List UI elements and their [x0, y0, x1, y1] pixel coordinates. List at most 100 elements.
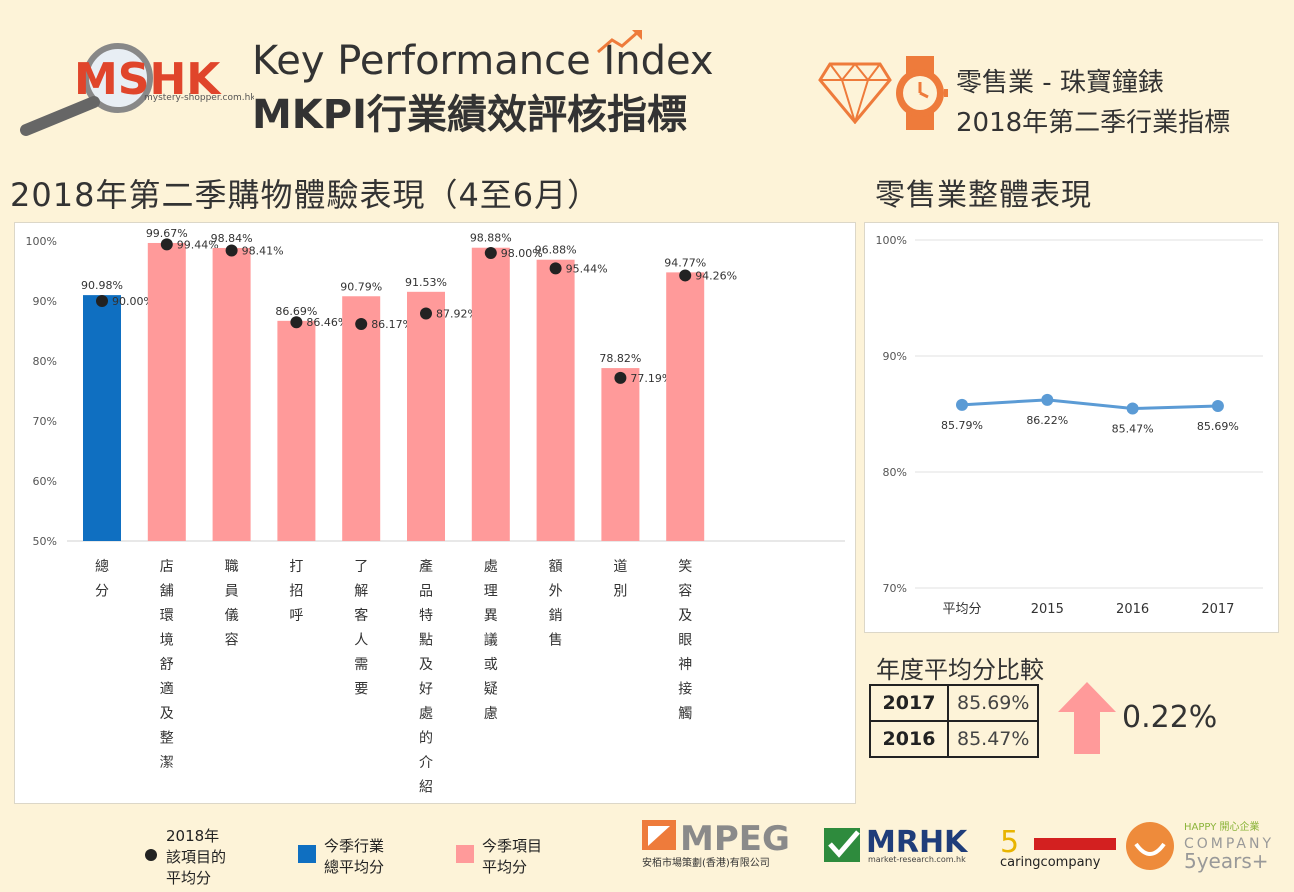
- svg-text:mystery-shopper.com.hk: mystery-shopper.com.hk: [144, 93, 254, 103]
- value-cell: 85.69%: [946, 684, 1040, 722]
- category-label: 額外銷售: [549, 559, 563, 649]
- y-tick-label: 100%: [876, 234, 907, 247]
- bar: [83, 295, 121, 541]
- kpi-chinese-title: MKPI行業績效評核指標: [252, 92, 687, 138]
- data-point: [484, 247, 497, 259]
- bar-value-label: 86.69%: [275, 305, 317, 318]
- y-tick-label: 80%: [33, 355, 57, 368]
- bar-chart-panel: 100% 90% 80% 70% 60% 50% 90.98% 90.00% 總分 99.67% 9…: [14, 222, 856, 804]
- category-label: 總分: [95, 558, 109, 600]
- point-value-label: 77.19%: [630, 372, 672, 385]
- bar-value-label: 90.79%: [340, 280, 382, 293]
- table-row: 2016 85.47%: [869, 720, 1040, 758]
- y-tick-label: 60%: [33, 475, 57, 488]
- bar: [212, 247, 251, 541]
- y-tick-label: 50%: [33, 535, 57, 548]
- bar: [471, 247, 510, 541]
- line-chart-panel: 100% 90% 80% 70% 85.79% 86.22% 85.47% 85.69% 平均分…: [864, 222, 1279, 633]
- x-tick-label: 平均分: [942, 602, 981, 617]
- bar: [666, 272, 705, 541]
- svg-text:COMPANY: COMPANY: [1184, 836, 1274, 852]
- data-point: [549, 262, 562, 275]
- data-point: [1041, 393, 1054, 406]
- bar-value-label: 98.84%: [211, 232, 253, 245]
- data-point: [225, 244, 238, 257]
- table-row: 2017 85.69%: [869, 684, 1040, 722]
- bar-value-label: 99.67%: [146, 227, 188, 240]
- svg-text:5years+: 5years+: [1184, 849, 1269, 873]
- caring-company-logo: 5 caringcompany: [1000, 825, 1116, 870]
- bar-value-label: 91.53%: [405, 276, 447, 289]
- legend-dot-icon: [145, 849, 157, 861]
- bar-value-label: 98.88%: [470, 232, 512, 245]
- bar-value-label: 96.88%: [535, 244, 577, 257]
- bar-value-label: 94.77%: [664, 256, 706, 269]
- y-tick-label: 90%: [883, 350, 907, 363]
- x-tick-label: 2015: [1031, 602, 1064, 617]
- point-value-label: 95.44%: [566, 262, 608, 275]
- y-tick-label: 90%: [33, 295, 57, 308]
- category-label: 笑容及眼神接觸: [678, 559, 692, 722]
- yearly-comparison-table: 2017 85.69% 2016 85.47%: [869, 684, 1040, 758]
- quarter-title: 2018年第二季行業指標: [956, 108, 1231, 138]
- point-value-label: 86.46%: [306, 316, 348, 329]
- data-point: [96, 295, 108, 307]
- x-tick-label: 2017: [1201, 602, 1234, 617]
- trend-arrow-icon: [597, 30, 642, 54]
- svg-text:5: 5: [1000, 825, 1019, 860]
- watch-icon: [896, 56, 948, 130]
- svg-text:安栢市場策劃(香港)有限公司: 安栢市場策劃(香港)有限公司: [642, 856, 770, 869]
- legend-pink-swatch: [456, 845, 474, 863]
- y-tick-label: 100%: [26, 235, 57, 248]
- svg-text:HAPPY 開心企業: HAPPY 開心企業: [1184, 820, 1260, 833]
- data-point: [1211, 399, 1224, 412]
- year-cell: 2017: [869, 684, 949, 722]
- legend-blue-label: 今季行業總平均分: [324, 837, 385, 876]
- point-value-label: 98.41%: [242, 245, 284, 258]
- category-label: 打招呼: [289, 558, 303, 624]
- bar: [147, 242, 186, 542]
- data-point: [160, 238, 173, 251]
- point-value-label: 85.47%: [1112, 423, 1154, 436]
- category-label: 處理異議或疑慮: [484, 559, 498, 722]
- overall-chart-title: 零售業整體表現: [875, 178, 1092, 213]
- industry-title: 零售業 - 珠寶鐘錶: [956, 68, 1164, 98]
- legend-pink-label: 今季項目平均分: [482, 837, 543, 876]
- point-value-label: 85.79%: [941, 419, 983, 432]
- point-value-label: 90.00%: [112, 295, 154, 308]
- mshk-logo: MSHK mystery-shopper.com.hk: [20, 43, 254, 136]
- data-point: [1126, 402, 1139, 415]
- category-label: 產品特點及好處的介紹: [419, 558, 433, 796]
- diamond-icon: [818, 62, 892, 124]
- delta-value: 0.22%: [1122, 700, 1218, 735]
- data-point: [614, 371, 627, 384]
- bar-value-label: 78.82%: [599, 352, 641, 365]
- svg-text:caringcompany: caringcompany: [1000, 855, 1101, 870]
- up-arrow-icon: [1058, 682, 1116, 754]
- legend-dot-label: 2018年該項目的平均分: [166, 827, 227, 887]
- main-chart-title: 2018年第二季購物體驗表現（4至6月）: [10, 176, 601, 214]
- data-point: [420, 307, 432, 320]
- point-value-label: 98.00%: [501, 247, 543, 260]
- svg-text:market-research.com.hk: market-research.com.hk: [868, 855, 966, 864]
- value-cell: 85.47%: [946, 720, 1040, 758]
- yearly-comparison-title: 年度平均分比較: [876, 656, 1044, 684]
- data-point: [355, 317, 368, 330]
- point-value-label: 94.26%: [695, 269, 737, 282]
- y-tick-label: 80%: [883, 466, 907, 479]
- legend-blue-swatch: [298, 845, 316, 863]
- kpi-english-title: Key Performance Index: [252, 38, 714, 84]
- bar: [601, 368, 640, 541]
- data-point: [290, 316, 303, 329]
- line-chart: 100% 90% 80% 70% 85.79% 86.22% 85.47% 85.69% 平均分…: [876, 234, 1263, 617]
- year-cell: 2016: [869, 720, 949, 758]
- bar-chart: 100% 90% 80% 70% 60% 50% 90.98% 90.00% 總分 99.67% 9…: [26, 227, 845, 796]
- bar: [536, 259, 575, 541]
- data-point: [956, 398, 968, 411]
- happy-company-logo: HAPPY 開心企業 COMPANY 5years+: [1126, 820, 1274, 873]
- category-label: 道別: [613, 559, 627, 600]
- category-label: 店舖環境舒適及整潔: [160, 559, 174, 771]
- y-tick-label: 70%: [33, 415, 57, 428]
- bar: [277, 320, 316, 541]
- bar-value-label: 90.98%: [81, 279, 123, 292]
